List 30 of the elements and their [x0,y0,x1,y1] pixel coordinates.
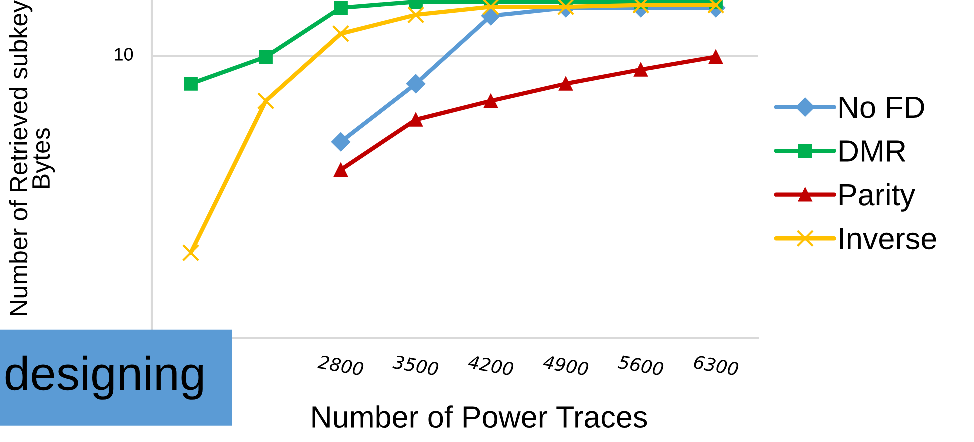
text: 10 [115,48,134,61]
x-tick-label: 2800 [318,354,364,376]
x-tick-label: 4900 [542,355,590,376]
x-tick-label: 4200 [468,355,514,376]
point [182,244,200,262]
point [332,25,350,43]
text: designing [6,356,204,400]
point [257,92,275,110]
x-tick-label: 3500 [392,354,440,376]
legend-label: Inverse [840,228,936,250]
point [407,6,425,24]
legend-label: DMR [840,140,906,162]
point [184,77,198,91]
legend-label: No FD [840,97,924,118]
x-tick-label: 6300 [694,355,740,376]
point [331,132,351,152]
point [709,50,723,64]
x-axis-title: Number of Power Traces [312,406,648,428]
legend-label: Parity [840,183,916,212]
point [259,50,273,64]
x-tick-label: 5600 [618,355,664,376]
point [406,74,426,94]
point [559,77,573,91]
point [634,62,648,77]
point [409,112,423,127]
point [334,1,348,15]
y-axis-title: Number of Retrieved subkey Bytes [9,0,56,316]
point [482,0,500,16]
point [484,94,498,108]
point [334,163,348,177]
